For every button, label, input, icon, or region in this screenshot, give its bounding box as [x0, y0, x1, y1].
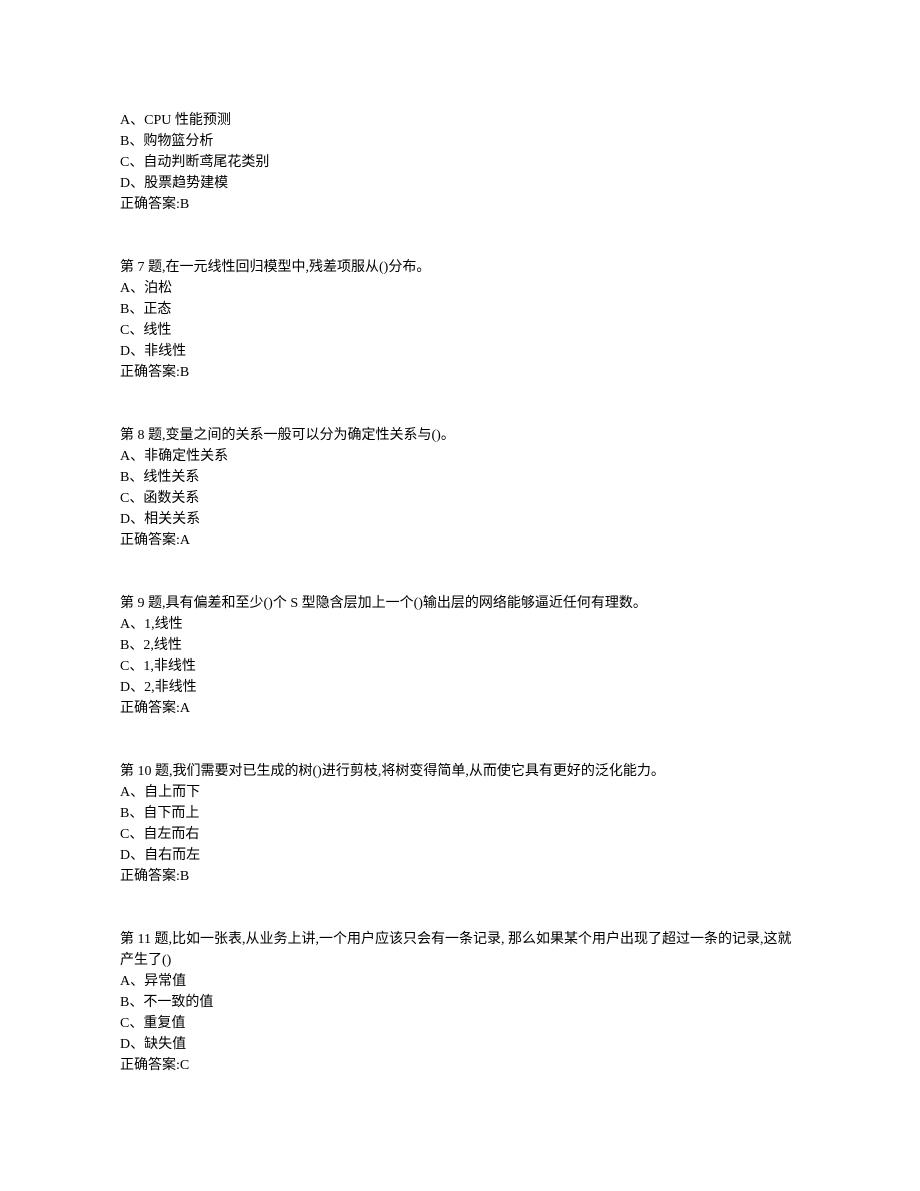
- option-text: D、非线性: [120, 341, 800, 362]
- option-text: C、重复值: [120, 1013, 800, 1034]
- answer-text: 正确答案:C: [120, 1055, 800, 1076]
- question-prompt: 第 11 题,比如一张表,从业务上讲,一个用户应该只会有一条记录, 那么如果某个…: [120, 929, 800, 971]
- option-text: D、股票趋势建模: [120, 173, 800, 194]
- option-text: D、相关关系: [120, 509, 800, 530]
- question-6-remainder: A、CPU 性能预测 B、购物篮分析 C、自动判断鸢尾花类别 D、股票趋势建模 …: [120, 110, 800, 215]
- answer-text: 正确答案:B: [120, 362, 800, 383]
- question-prompt: 第 10 题,我们需要对已生成的树()进行剪枝,将树变得简单,从而使它具有更好的…: [120, 761, 800, 782]
- option-text: A、自上而下: [120, 782, 800, 803]
- option-text: A、泊松: [120, 278, 800, 299]
- answer-text: 正确答案:B: [120, 866, 800, 887]
- option-text: B、正态: [120, 299, 800, 320]
- question-7: 第 7 题,在一元线性回归模型中,残差项服从()分布。 A、泊松 B、正态 C、…: [120, 257, 800, 383]
- option-text: B、自下而上: [120, 803, 800, 824]
- question-prompt: 第 7 题,在一元线性回归模型中,残差项服从()分布。: [120, 257, 800, 278]
- option-text: C、函数关系: [120, 488, 800, 509]
- option-text: C、自动判断鸢尾花类别: [120, 152, 800, 173]
- option-text: A、1,线性: [120, 614, 800, 635]
- option-text: C、自左而右: [120, 824, 800, 845]
- option-text: A、非确定性关系: [120, 446, 800, 467]
- option-text: A、CPU 性能预测: [120, 110, 800, 131]
- question-8: 第 8 题,变量之间的关系一般可以分为确定性关系与()。 A、非确定性关系 B、…: [120, 425, 800, 551]
- option-text: B、线性关系: [120, 467, 800, 488]
- question-9: 第 9 题,具有偏差和至少()个 S 型隐含层加上一个()输出层的网络能够逼近任…: [120, 593, 800, 719]
- option-text: D、缺失值: [120, 1034, 800, 1055]
- question-11: 第 11 题,比如一张表,从业务上讲,一个用户应该只会有一条记录, 那么如果某个…: [120, 929, 800, 1076]
- option-text: B、2,线性: [120, 635, 800, 656]
- option-text: C、线性: [120, 320, 800, 341]
- answer-text: 正确答案:A: [120, 530, 800, 551]
- option-text: D、2,非线性: [120, 677, 800, 698]
- question-prompt: 第 9 题,具有偏差和至少()个 S 型隐含层加上一个()输出层的网络能够逼近任…: [120, 593, 800, 614]
- option-text: D、自右而左: [120, 845, 800, 866]
- question-prompt: 第 8 题,变量之间的关系一般可以分为确定性关系与()。: [120, 425, 800, 446]
- question-10: 第 10 题,我们需要对已生成的树()进行剪枝,将树变得简单,从而使它具有更好的…: [120, 761, 800, 887]
- option-text: A、异常值: [120, 971, 800, 992]
- option-text: C、1,非线性: [120, 656, 800, 677]
- answer-text: 正确答案:B: [120, 194, 800, 215]
- option-text: B、不一致的值: [120, 992, 800, 1013]
- option-text: B、购物篮分析: [120, 131, 800, 152]
- answer-text: 正确答案:A: [120, 698, 800, 719]
